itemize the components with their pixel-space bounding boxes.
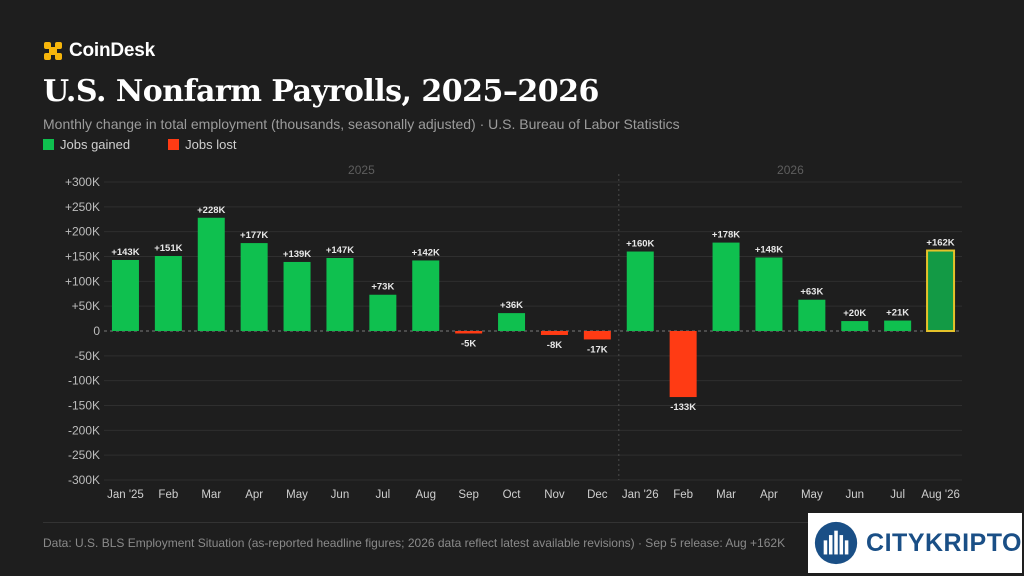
x-tick-label-19: Aug '26 (921, 489, 960, 501)
data-label-19: +162K (926, 238, 954, 249)
y-tick-label: -300K (68, 473, 100, 487)
bar-9 (498, 313, 526, 331)
x-tick-label-5: Jun (331, 489, 350, 501)
data-label-4: +139K (283, 249, 311, 260)
data-label-6: +73K (371, 282, 394, 293)
bar-2 (197, 217, 225, 331)
y-tick-label: -100K (68, 374, 100, 388)
x-tick-label-0: Jan '25 (107, 489, 144, 501)
data-label-12: +160K (626, 239, 654, 250)
x-tick-label-16: May (801, 489, 823, 501)
x-tick-label-2: Mar (201, 489, 221, 501)
legend-label-lost: Jobs lost (185, 137, 237, 152)
x-tick-label-7: Aug (416, 489, 436, 501)
bar-12 (626, 251, 654, 331)
data-label-7: +142K (412, 247, 440, 258)
year-group-label: 2026 (777, 163, 804, 177)
chart-legend: Jobs gained Jobs lost (43, 137, 236, 152)
data-label-3: +177K (240, 230, 268, 241)
city-building-icon (814, 521, 858, 565)
bar-15 (755, 257, 783, 331)
data-label-2: +228K (197, 205, 225, 216)
bar-19 (926, 249, 956, 332)
y-tick-label: -200K (68, 423, 100, 437)
y-tick-label: +150K (65, 250, 100, 264)
data-label-0: +143K (111, 247, 139, 258)
brand-logo: CoinDesk (43, 40, 155, 62)
legend-item-lost: Jobs lost (168, 137, 236, 152)
bar-11 (583, 331, 611, 340)
data-label-13: -133K (670, 402, 696, 413)
x-tick-label-8: Sep (458, 489, 478, 501)
legend-label-gained: Jobs gained (60, 137, 131, 152)
bar-18 (884, 320, 912, 331)
coindesk-logo-icon (44, 42, 62, 60)
y-tick-label: +250K (65, 200, 100, 214)
bar-1 (154, 256, 182, 331)
watermark-text: CITYKRIPTO (866, 528, 1022, 557)
x-tick-label-6: Jul (375, 489, 390, 501)
legend-item-gained: Jobs gained (43, 137, 130, 152)
legend-swatch-lost (168, 139, 180, 150)
footnote: Data: U.S. BLS Employment Situation (as-… (43, 536, 786, 550)
bar-14 (712, 242, 740, 331)
year-group-label: 2025 (348, 163, 375, 177)
data-label-10: -8K (547, 340, 562, 351)
data-label-9: +36K (500, 300, 523, 311)
x-tick-label-9: Oct (503, 489, 522, 501)
footer-divider (43, 522, 981, 523)
y-tick-label: -50K (75, 349, 100, 363)
x-tick-label-15: Apr (760, 489, 778, 501)
data-label-11: -17K (587, 344, 608, 355)
data-label-1: +151K (154, 243, 182, 254)
x-tick-label-13: Feb (673, 489, 693, 501)
bar-17 (841, 321, 869, 331)
bar-7 (412, 260, 440, 331)
data-label-5: +147K (326, 245, 354, 256)
y-tick-label: +50K (72, 299, 100, 313)
bar-8 (455, 331, 483, 334)
x-tick-label-1: Feb (158, 489, 178, 501)
y-tick-label: -250K (68, 448, 100, 462)
x-tick-label-12: Jan '26 (622, 489, 659, 501)
data-label-16: +63K (800, 287, 823, 298)
watermark: CITYKRIPTO (808, 513, 1022, 573)
y-tick-label: +200K (65, 225, 100, 239)
y-tick-label: +300K (65, 175, 100, 189)
bar-13 (669, 331, 697, 398)
x-tick-label-18: Jul (890, 489, 905, 501)
data-label-8: -5K (461, 338, 476, 349)
bar-10 (540, 331, 568, 335)
y-tick-label: +100K (65, 274, 100, 288)
bar-16 (798, 299, 826, 331)
data-label-17: +20K (843, 308, 866, 319)
y-tick-label: 0 (93, 324, 100, 338)
data-label-14: +178K (712, 230, 740, 241)
x-tick-label-10: Nov (544, 489, 565, 501)
x-tick-label-17: Jun (845, 489, 864, 501)
x-tick-label-11: Dec (587, 489, 608, 501)
bar-6 (369, 294, 397, 331)
x-tick-label-3: Apr (245, 489, 263, 501)
chart-title: U.S. Nonfarm Payrolls, 2025–2026 (43, 74, 599, 109)
chart-subtitle: Monthly change in total employment (thou… (43, 116, 680, 132)
data-label-18: +21K (886, 308, 909, 319)
bar-0 (111, 259, 139, 331)
y-tick-label: -150K (68, 399, 100, 413)
x-tick-label-14: Mar (716, 489, 736, 501)
data-label-15: +148K (755, 244, 783, 255)
bar-4 (283, 261, 311, 331)
bar-5 (326, 257, 354, 331)
brand-name: CoinDesk (69, 40, 156, 61)
x-tick-label-4: May (286, 489, 308, 501)
bar-3 (240, 243, 268, 331)
legend-swatch-gained (43, 139, 54, 150)
